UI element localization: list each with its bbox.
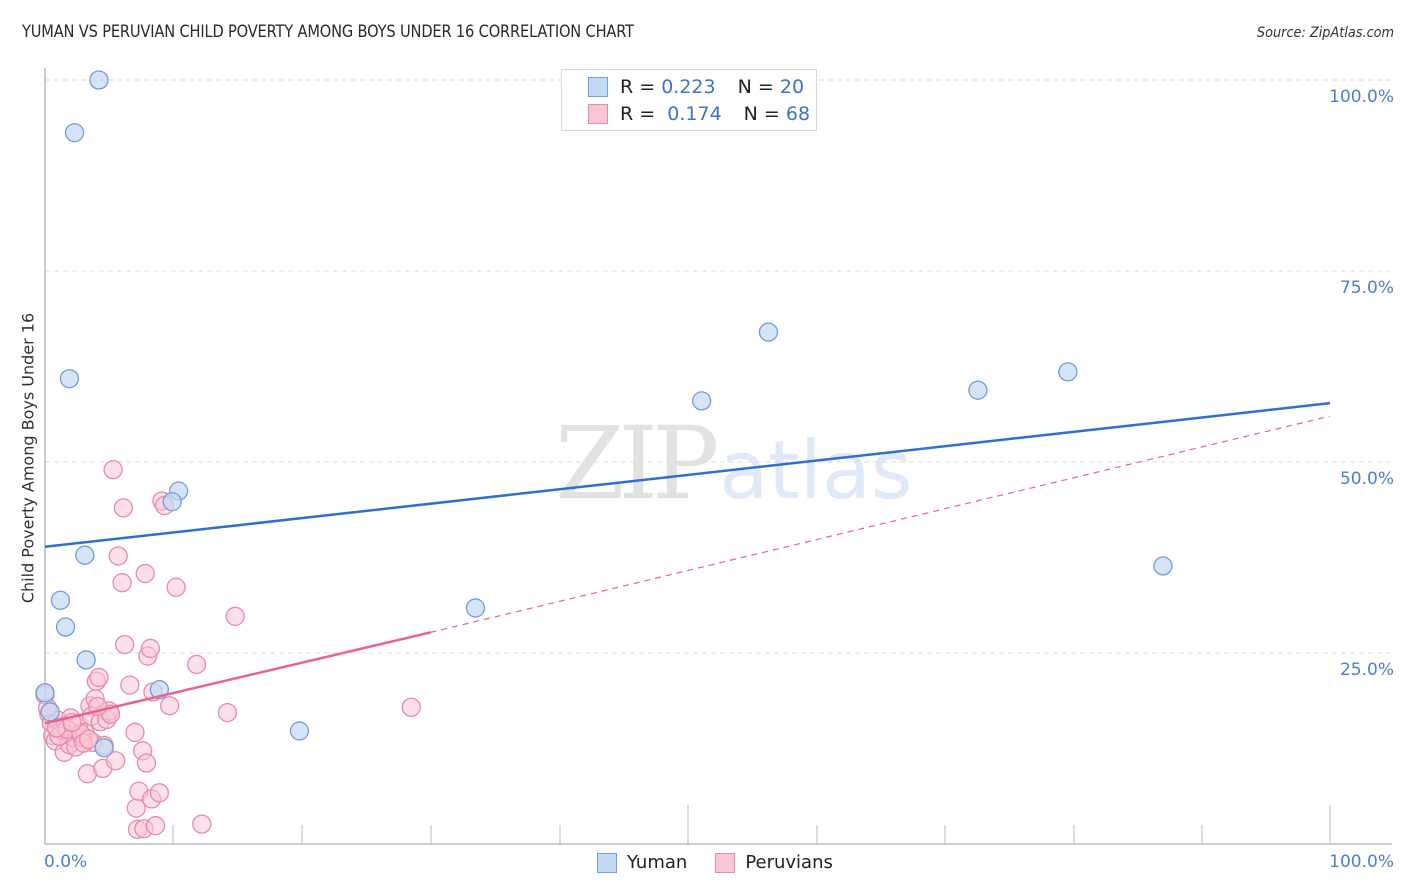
data-point [225, 606, 245, 626]
r-value: 0.174 [667, 103, 722, 125]
r-label: R = [620, 103, 656, 125]
data-point [162, 492, 182, 512]
y-tick-100: 100.0% [1329, 87, 1394, 107]
data-point [136, 753, 157, 773]
r-value: 0.223 [661, 76, 716, 98]
y-axis-label: Child Poverty Among Boys Under 16 [18, 312, 38, 604]
data-point [289, 721, 310, 741]
legend-item-yuman[interactable]: Yuman [597, 852, 687, 873]
data-point [89, 667, 109, 688]
y-tick-50: 50.0% [1339, 469, 1394, 489]
legend-row-yuman: R = 0.223 N = 20 [588, 75, 804, 99]
data-point [50, 590, 71, 610]
x-tick-0: 0.0% [44, 852, 88, 872]
data-point [106, 751, 126, 771]
n-label: N = [737, 76, 774, 98]
data-point [1153, 556, 1173, 576]
data-point [89, 70, 109, 90]
source-label: Source: ZipAtlas.com [1256, 25, 1394, 41]
data-point [135, 563, 155, 584]
peruvians-trend-dashed [430, 415, 1331, 633]
data-point [192, 814, 212, 834]
data-point [691, 391, 712, 411]
yuman-swatch [597, 852, 617, 873]
n-value: 20 [779, 76, 805, 98]
x-tick-marks [172, 805, 1331, 844]
legend-row-peruvians: R = 0.174 N = 68 [588, 102, 810, 126]
x-tick-100: 100.0% [1329, 852, 1394, 872]
legend-label: Yuman [627, 852, 688, 873]
stats-legend: R = 0.223 N = 20 R = 0.174 N = 68 [561, 69, 817, 131]
data-point [159, 696, 180, 716]
data-point [64, 123, 85, 143]
data-point [108, 546, 128, 566]
data-point [401, 697, 421, 717]
chart-title: YUMAN VS PERUVIAN CHILD POVERTY AMONG BO… [22, 22, 634, 42]
data-point [149, 783, 170, 803]
series-legend: Yuman Peruvians [597, 852, 861, 873]
yuman-swatch [588, 77, 608, 97]
data-point [40, 702, 60, 722]
y-tick-25: 25.0% [1339, 660, 1394, 680]
data-point [217, 702, 238, 723]
peruvians-swatch [588, 104, 608, 124]
n-value: 68 [785, 103, 811, 125]
peruvians-swatch [715, 852, 736, 873]
n-label: N = [743, 103, 780, 125]
data-point [140, 638, 161, 659]
data-point [465, 598, 486, 618]
data-point [103, 459, 123, 480]
axes [44, 68, 1392, 845]
peruvians-trend-line [44, 631, 431, 725]
gridlines [45, 79, 1392, 654]
data-point [55, 617, 76, 637]
data-point [115, 634, 135, 655]
data-point [968, 380, 988, 400]
trend-lines [44, 401, 1331, 725]
data-point [186, 654, 207, 675]
data-point [59, 369, 80, 389]
data-point [758, 322, 779, 342]
data-point [145, 816, 166, 836]
yuman-trend-line [44, 401, 1331, 549]
r-label: R = [620, 76, 656, 98]
data-point [125, 722, 145, 743]
data-point [79, 729, 99, 749]
data-point [35, 683, 55, 703]
data-point [166, 577, 186, 597]
y-tick-75: 75.0% [1339, 278, 1394, 298]
legend-item-peruvians[interactable]: Peruvians [715, 852, 833, 873]
data-point [120, 675, 140, 695]
data-point [112, 573, 132, 593]
data-point [75, 545, 95, 565]
data-point [113, 498, 134, 518]
legend-label: Peruvians [745, 852, 833, 873]
data-point [1058, 362, 1078, 382]
data-point [94, 738, 114, 758]
data-point [76, 650, 96, 670]
yuman-points [35, 70, 1173, 758]
